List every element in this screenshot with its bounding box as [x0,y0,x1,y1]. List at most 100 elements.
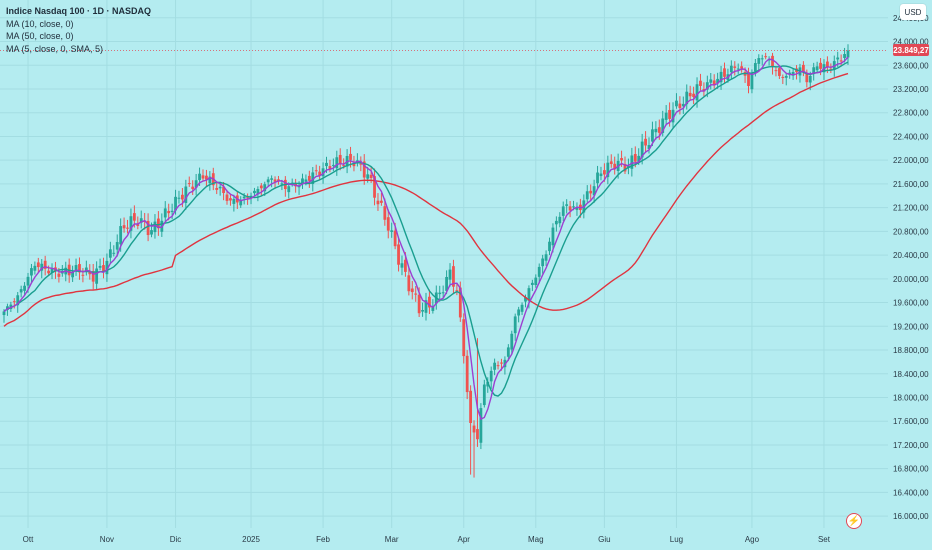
candle-body [476,429,479,440]
candle-body [839,60,843,62]
candle-body [359,163,363,165]
candle-body [181,194,184,200]
candle-body [572,206,575,208]
candle-body [256,189,260,195]
candle-body [445,276,448,291]
y-tick-label: 23.600,00 [893,61,929,70]
candle-body [156,218,160,229]
candle-body [788,72,792,74]
indicator-ma50[interactable]: MA (50, close, 0) [6,31,74,41]
ma5-line [3,56,849,420]
candle-body [43,260,47,269]
candle-body [812,67,816,75]
candle-body [146,220,150,236]
y-tick-label: 16.000,00 [893,512,929,521]
candle-body [187,183,191,185]
candle-body [675,100,678,107]
candle-body [709,79,713,83]
y-tick-label: 19.600,00 [893,299,929,308]
candle-body [500,362,503,364]
candle-body [657,127,661,133]
y-tick-label: 23.200,00 [893,85,929,94]
y-tick-label: 24.000,00 [893,38,929,47]
candle-body [465,355,469,393]
x-tick-label: Ago [745,535,760,544]
candle-body [719,71,723,83]
candle-body [524,297,527,302]
candle-body [561,206,565,216]
last-price-tag: 23.849,27 [893,44,929,57]
candle-body [277,179,280,182]
candle-body [729,65,733,73]
candle-body [644,138,647,146]
indicator-ma10[interactable]: MA (10, close, 0) [6,18,74,29]
x-tick-label: Set [818,535,831,544]
y-tick-label: 16.400,00 [893,488,929,497]
candle-body [150,230,153,235]
currency-button[interactable]: USD [900,4,926,20]
candle-body [784,75,788,78]
candle-body [596,172,599,184]
candle-body [112,252,116,254]
candle-body [530,282,534,285]
candle-body [6,306,9,310]
candle-body [517,309,521,316]
candle-body [194,180,198,188]
candle-body [407,275,411,292]
y-tick-label: 19.200,00 [893,322,929,331]
candle-body [342,165,346,167]
y-tick-label: 18.000,00 [893,393,929,402]
candle-body [102,265,105,272]
candle-body [33,265,37,271]
candle-body [352,163,356,167]
candle-body [349,153,352,160]
x-tick-label: Mag [528,535,544,544]
candle-body [259,185,263,189]
candle-body [314,170,318,172]
candle-body [229,198,232,201]
indicator-ma5[interactable]: MA (5, close, 0, SMA, 5) [6,43,104,54]
candle-body [132,213,136,221]
candle-body [699,80,702,86]
candle-body [177,197,181,199]
candle-body [740,66,744,69]
candle-body [373,176,376,198]
candle-body [760,58,764,60]
candle-body [527,288,531,301]
candle-body [2,311,6,316]
candle-body [565,204,569,206]
symbol-title[interactable]: Indice Nasdaq 100 · 1D · NASDAQ [6,6,152,16]
candle-body [218,186,222,189]
candle-body [705,82,709,90]
candle-body [98,265,102,268]
lightning-icon[interactable]: ⚡ [846,513,862,529]
candle-body [184,186,188,203]
candle-body [304,179,308,182]
candle-body [280,183,284,185]
candle-body [208,176,212,184]
candle-body [170,210,174,212]
candle-body [668,110,671,119]
candle-body [774,70,778,72]
candle-body [781,76,785,78]
candle-body [287,186,291,193]
candle-body [620,158,623,161]
candle-body [338,154,342,165]
candle-body [400,263,404,268]
candle-body [331,164,335,166]
candle-body [88,271,92,275]
candle-body [84,267,88,272]
candle-body [448,269,452,280]
candle-body [122,225,126,229]
candle-body [568,206,572,211]
candle-body [771,55,774,67]
candle-body [105,260,109,275]
candle-body [311,172,315,185]
y-tick-label: 20.000,00 [893,275,929,284]
candle-body [108,249,112,258]
candle-body [379,200,383,203]
candle-body [36,262,40,268]
candle-body [19,289,23,293]
candle-body [733,66,737,68]
